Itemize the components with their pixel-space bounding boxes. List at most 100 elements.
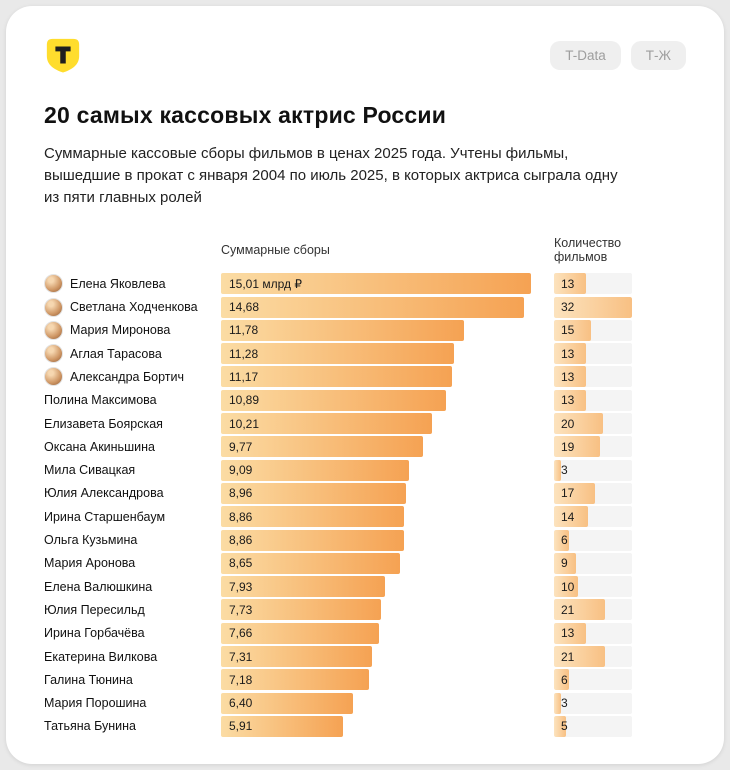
gross-bar-cell: 8,86 bbox=[221, 529, 531, 551]
films-track: 6 bbox=[554, 529, 632, 551]
gross-value: 8,96 bbox=[229, 486, 253, 501]
films-value: 32 bbox=[561, 300, 575, 315]
actress-name: Мария Аронова bbox=[44, 556, 136, 571]
films-count-cell: 13 bbox=[554, 366, 632, 388]
gross-value: 9,09 bbox=[229, 463, 253, 478]
films-count-cell: 21 bbox=[554, 599, 632, 621]
films-value: 14 bbox=[561, 509, 575, 524]
t-bank-logo-icon bbox=[46, 38, 80, 73]
films-bar bbox=[554, 343, 586, 365]
films-bar bbox=[554, 576, 579, 598]
films-bar bbox=[554, 646, 606, 667]
gross-bar-cell: 9,77 bbox=[221, 436, 531, 458]
gross-bar: 11,17 bbox=[221, 366, 452, 388]
gross-bar-cell: 7,31 bbox=[221, 646, 531, 667]
gross-bar-cell: 9,09 bbox=[221, 459, 531, 481]
gross-value: 11,78 bbox=[229, 323, 259, 338]
films-track: 13 bbox=[554, 366, 632, 388]
films-track: 15 bbox=[554, 319, 632, 341]
gross-bar: 5,91 bbox=[221, 715, 344, 737]
films-count-cell: 17 bbox=[554, 482, 632, 504]
table-row: Татьяна Бунина 5,91 5 bbox=[44, 715, 686, 737]
gross-value: 7,31 bbox=[229, 649, 253, 664]
gross-bar-cell: 6,40 bbox=[221, 692, 531, 714]
films-track: 14 bbox=[554, 506, 632, 528]
column-header-films: Количество фильмов bbox=[554, 236, 622, 265]
films-value: 6 bbox=[561, 533, 568, 548]
films-bar bbox=[554, 692, 562, 714]
films-count-cell: 5 bbox=[554, 715, 632, 737]
rows: Елена Яковлева 15,01 млрд ₽ 13 Светлана … bbox=[44, 273, 686, 737]
films-count-cell: 14 bbox=[554, 506, 632, 528]
gross-value: 7,18 bbox=[229, 672, 253, 687]
films-track: 13 bbox=[554, 622, 632, 644]
films-value: 6 bbox=[561, 672, 568, 687]
avatar bbox=[44, 320, 63, 340]
gross-bar-cell: 11,78 bbox=[221, 319, 531, 341]
gross-bar-cell: 7,93 bbox=[221, 576, 531, 598]
films-value: 3 bbox=[561, 696, 568, 711]
films-track: 32 bbox=[554, 296, 632, 318]
gross-value: 10,89 bbox=[229, 393, 260, 408]
table-row: Полина Максимова 10,89 13 bbox=[44, 389, 686, 411]
gross-value: 8,65 bbox=[229, 556, 253, 571]
actress-name-cell: Аглая Тарасова bbox=[44, 344, 198, 364]
badges: T-Data Т-Ж bbox=[550, 40, 686, 70]
films-count-cell: 13 bbox=[554, 389, 632, 411]
actress-name-cell: Мила Сивацкая bbox=[44, 463, 198, 477]
actress-name: Юлия Пересильд bbox=[44, 602, 145, 617]
films-count-cell: 15 bbox=[554, 319, 632, 341]
films-value: 13 bbox=[561, 276, 575, 291]
actress-name-cell: Мария Порошина bbox=[44, 696, 198, 710]
table-row: Светлана Ходченкова 14,68 32 bbox=[44, 296, 686, 318]
films-bar bbox=[554, 366, 586, 388]
gross-value: 7,66 bbox=[229, 626, 253, 641]
gross-bar: 14,68 bbox=[221, 296, 525, 318]
gross-bar: 7,73 bbox=[221, 599, 381, 621]
films-count-cell: 32 bbox=[554, 296, 632, 318]
page-title: 20 самых кассовых актрис России bbox=[44, 102, 447, 128]
films-bar bbox=[554, 319, 591, 341]
avatar bbox=[44, 274, 63, 294]
gross-bar-cell: 11,28 bbox=[221, 343, 531, 365]
actress-name-cell: Светлана Ходченкова bbox=[44, 297, 198, 317]
gross-bar: 8,86 bbox=[221, 506, 404, 528]
badge-t-data[interactable]: T-Data bbox=[550, 40, 621, 70]
table-row: Ольга Кузьмина 8,86 6 bbox=[44, 529, 686, 551]
gross-value: 8,86 bbox=[229, 533, 253, 548]
films-track: 21 bbox=[554, 646, 632, 667]
actress-name-cell: Екатерина Вилкова bbox=[44, 650, 198, 664]
films-count-cell: 13 bbox=[554, 343, 632, 365]
films-bar bbox=[554, 436, 601, 458]
films-count-cell: 13 bbox=[554, 622, 632, 644]
films-bar bbox=[554, 529, 569, 551]
table-row: Юлия Пересильд 7,73 21 bbox=[44, 599, 686, 621]
actress-name: Мария Миронова bbox=[70, 323, 171, 338]
films-bar bbox=[554, 599, 606, 621]
gross-bar-cell: 10,89 bbox=[221, 389, 531, 411]
films-bar bbox=[554, 273, 586, 295]
avatar bbox=[44, 297, 63, 317]
table-row: Ирина Горбачёва 7,66 13 bbox=[44, 622, 686, 644]
gross-bar: 15,01 млрд ₽ bbox=[221, 273, 531, 295]
actress-name: Александра Бортич bbox=[70, 369, 185, 384]
gross-bar: 8,86 bbox=[221, 529, 404, 551]
films-value: 21 bbox=[561, 602, 575, 617]
films-count-cell: 20 bbox=[554, 413, 632, 435]
page-subtitle: Суммарные кассовые сборы фильмов в ценах… bbox=[44, 145, 618, 206]
films-track: 9 bbox=[554, 552, 632, 574]
actress-name-cell: Елена Валюшкина bbox=[44, 580, 198, 594]
table-row: Мария Миронова 11,78 15 bbox=[44, 319, 686, 341]
films-bar bbox=[554, 715, 567, 737]
films-bar bbox=[554, 622, 586, 644]
avatar bbox=[44, 367, 63, 387]
actress-name: Ольга Кузьмина bbox=[44, 533, 138, 548]
films-track: 3 bbox=[554, 692, 632, 714]
gross-value: 11,28 bbox=[229, 346, 259, 361]
gross-bar: 10,89 bbox=[221, 389, 446, 411]
films-count-cell: 3 bbox=[554, 459, 632, 481]
table-row: Александра Бортич 11,17 13 bbox=[44, 366, 686, 388]
chart-column-headers: Суммарные сборы Количество фильмов bbox=[44, 236, 686, 264]
badge-t-zh[interactable]: Т-Ж bbox=[630, 40, 686, 70]
topbar: T-Data Т-Ж bbox=[44, 36, 686, 74]
